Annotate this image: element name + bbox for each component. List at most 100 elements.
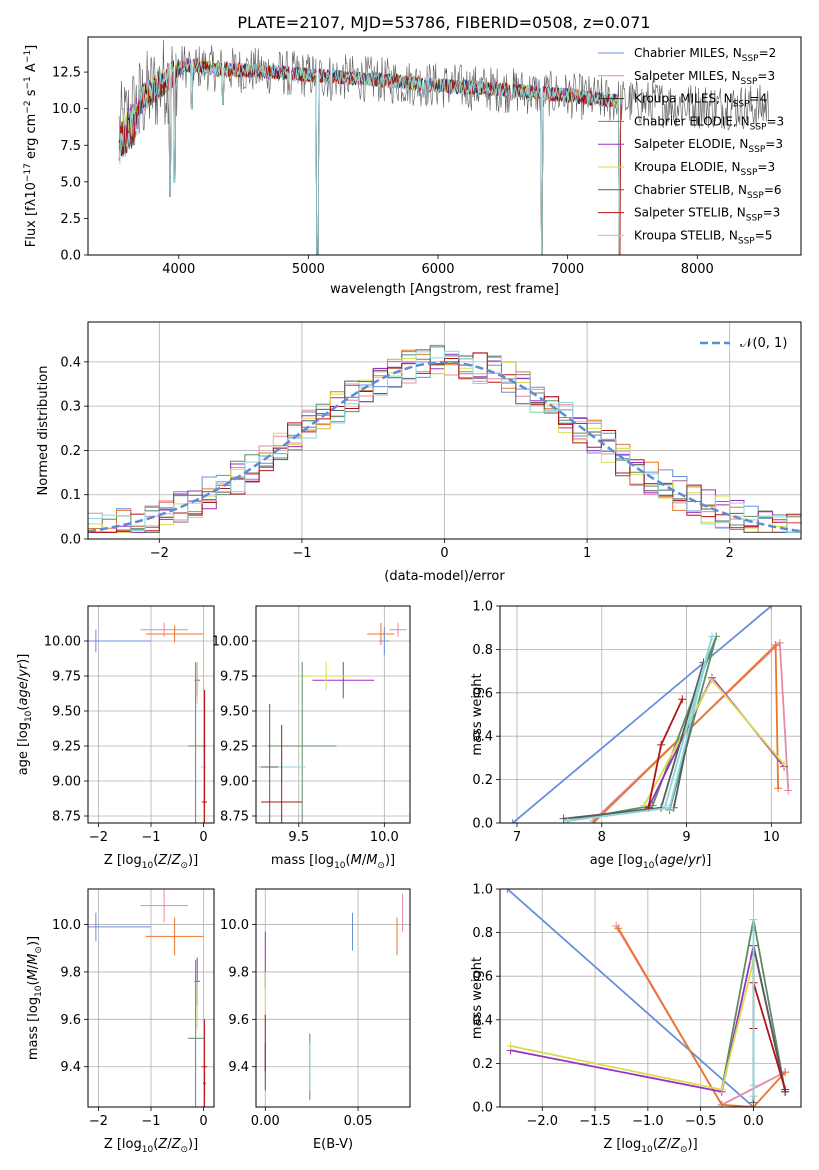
age-vs-mass-panel: 9.5 10.0 8.75 9.00 9.25 9.50 9.75 10.00 mass [lo…: [212, 605, 411, 871]
y-tick-label: 0.1: [60, 488, 81, 503]
point-marker: [749, 1081, 758, 1090]
axes-frame: [87, 321, 802, 540]
y-tick-label: 9.4: [228, 1060, 249, 1075]
y-tick-label: 0.3: [60, 400, 81, 415]
x-tick-label: −1: [292, 546, 311, 561]
age-vs-metallicity-panel: −2 −1 0 8.75 9.00 9.25 9.50 9.75 10.00 Z [log10(Z…: [16, 605, 215, 871]
grid-lines: [88, 889, 214, 1107]
point-marker: [707, 632, 716, 641]
ticks: −2 −1 0 8.75 9.00 9.25 9.50 9.75 10.00: [44, 635, 208, 846]
x-tick-label: −0.5: [685, 1114, 717, 1129]
weight-series-line: [563, 662, 705, 820]
weight-series-line: [567, 636, 718, 822]
point-marker: [717, 1100, 726, 1107]
spectrum-panel: 4000 5000 6000 7000 8000 0.0 2.5 5.0 7.5 10.0 12.5…: [23, 36, 802, 297]
y-tick-label: 5.0: [60, 175, 81, 190]
grid-lines: [88, 606, 214, 823]
point-marker: [717, 1085, 726, 1094]
x-axis-label: mass [log10(M/M⊙)]: [271, 853, 395, 871]
spectrum-series-line: [118, 59, 620, 255]
weight-vs-age-panel: 7 8 9 10 0.0 0.2 0.4 0.6 0.8 1.0 age [log10(age/yr…: [470, 600, 802, 871]
x-tick-label: 0: [199, 1114, 207, 1129]
mass-vs-ebv-panel: 0.00 0.05 9.4 9.6 9.8 10.0 E(B-V): [220, 888, 411, 1152]
x-tick-label: −1: [141, 830, 160, 845]
x-tick-label: 7: [513, 830, 521, 845]
weight-series-line: [512, 606, 772, 823]
x-tick-label: 0: [440, 546, 448, 561]
point-marker: [767, 606, 776, 610]
x-tick-label: 8000: [681, 262, 714, 277]
legend-entry: Chabrier ELODIE, NSSP=3: [634, 114, 784, 132]
y-tick-label: 0.2: [60, 444, 81, 459]
y-tick-label: 0.2: [472, 1057, 493, 1072]
x-tick-label: 10.0: [370, 830, 399, 845]
plot-area: [88, 889, 208, 1107]
x-tick-label: 0.0: [743, 1114, 764, 1129]
y-tick-label: 7.5: [60, 139, 81, 154]
x-tick-label: 7000: [551, 262, 584, 277]
point-marker: [775, 638, 784, 647]
x-tick-label: −1: [141, 1114, 160, 1129]
weight-series-line: [752, 982, 787, 1090]
plot-area: [118, 39, 769, 255]
x-tick-label: −2: [150, 546, 169, 561]
grid-lines: [256, 606, 410, 823]
point-marker: [614, 924, 623, 933]
y-axis-label: mass [log10(M/M⊙)]: [26, 936, 44, 1060]
grid-lines: [256, 889, 410, 1107]
x-tick-label: 4000: [162, 262, 195, 277]
x-tick-label: 1: [583, 546, 591, 561]
point-marker: [784, 786, 793, 795]
legend-entry: 𝒩(0, 1): [740, 336, 787, 351]
x-tick-label: −1.5: [579, 1114, 611, 1129]
y-tick-label: 9.6: [228, 1013, 249, 1028]
x-tick-label: 0.05: [344, 1114, 373, 1129]
weight-series-line: [752, 945, 787, 1103]
x-tick-label: −2.0: [526, 1114, 558, 1129]
y-tick-label: 9.50: [220, 705, 249, 720]
y-tick-label: 0.6: [472, 686, 493, 701]
y-tick-label: 9.75: [220, 670, 249, 685]
y-tick-label: 0.2: [472, 773, 493, 788]
legend: 𝒩(0, 1): [700, 336, 787, 351]
x-tick-label: 2: [726, 546, 734, 561]
x-axis-label: Z [log10(Z/Z⊙)]: [104, 853, 198, 871]
x-tick-label: 0.00: [251, 1114, 280, 1129]
point-marker: [781, 1085, 790, 1094]
grid-lines: [500, 605, 801, 824]
axes-frame: [499, 888, 802, 1108]
ticks: 0.00 0.05 9.4 9.6 9.8 10.0: [220, 918, 372, 1129]
y-tick-label: 8.75: [52, 810, 81, 825]
x-axis-label: age [log10(age/yr)]: [590, 853, 712, 871]
x-tick-label: −2: [89, 830, 108, 845]
x-tick-label: 5000: [292, 262, 325, 277]
weight-series-line: [510, 960, 755, 1091]
y-tick-label: 9.6: [60, 1013, 81, 1028]
x-tick-label: −1.0: [632, 1114, 664, 1129]
point-marker: [780, 760, 789, 769]
y-tick-label: 0.4: [472, 1013, 493, 1028]
y-tick-label: 0.0: [472, 817, 493, 832]
y-tick-label: 9.4: [60, 1060, 81, 1075]
legend-entry: Kroupa MILES, NSSP=4: [634, 92, 767, 110]
y-tick-label: 0.4: [60, 355, 81, 370]
x-axis-label: wavelength [Angstrom, rest frame]: [330, 282, 559, 297]
point-marker: [503, 889, 512, 893]
y-tick-label: 0.4: [472, 730, 493, 745]
weight-series-line: [647, 675, 785, 809]
y-axis-label: mass weight: [470, 957, 485, 1039]
weight-series-line: [617, 927, 786, 1107]
weight-series-line: [567, 636, 713, 822]
y-tick-label: 1.0: [472, 600, 493, 615]
ticks: −2 −1 0 1 2 0.0 0.1 0.2 0.3 0.4: [60, 355, 734, 561]
point-marker: [678, 695, 687, 704]
x-tick-label: 10: [763, 830, 780, 845]
x-tick-label: 6000: [421, 262, 454, 277]
y-tick-label: 12.5: [52, 66, 81, 81]
y-tick-label: 10.00: [44, 635, 81, 650]
y-tick-label: 9.25: [220, 740, 249, 755]
y-tick-label: 0.8: [472, 643, 493, 658]
x-axis-label: Z [log10(Z/Z⊙)]: [104, 1137, 198, 1155]
spectrum-series-line: [118, 58, 622, 255]
